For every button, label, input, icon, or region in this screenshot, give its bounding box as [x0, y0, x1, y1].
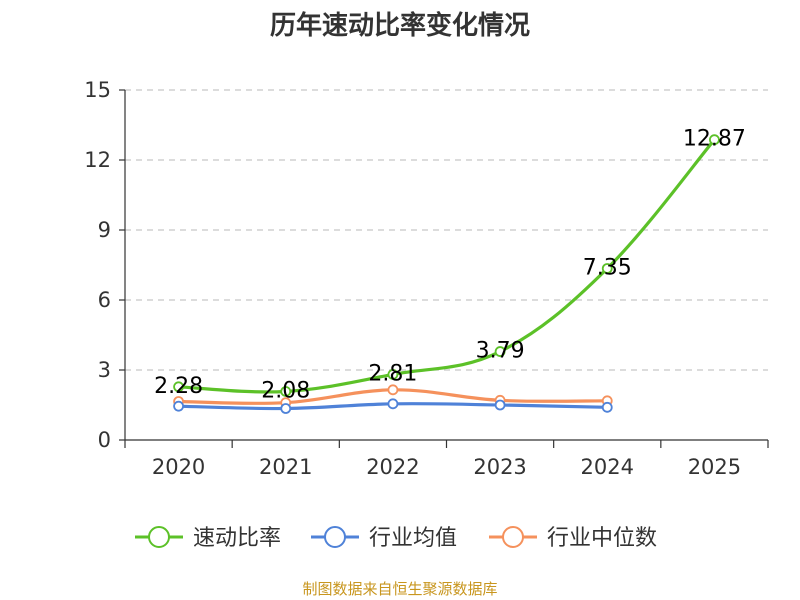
grid-lines	[125, 89, 768, 371]
data-point	[601, 401, 613, 413]
data-point	[173, 400, 184, 412]
x-tick-label: 2024	[581, 455, 634, 479]
data-label: 3.79	[476, 339, 525, 364]
y-tick-label: 12	[84, 148, 111, 172]
data-point	[387, 384, 399, 396]
y-tick-label: 9	[98, 218, 111, 242]
x-tick-label: 2020	[152, 455, 205, 479]
y-tick-label: 3	[98, 358, 111, 382]
data-label: 7.35	[583, 256, 632, 281]
data-label: 12.87	[683, 127, 746, 152]
y-tick-label: 15	[84, 78, 111, 102]
legend: 速动比率 行业均值 行业中位数	[135, 526, 657, 551]
data-point	[173, 381, 184, 393]
series-lines	[173, 134, 720, 414]
legend-item-0[interactable]: 速动比率	[135, 526, 281, 551]
data-point	[387, 398, 399, 410]
legend-label: 行业均值	[369, 526, 457, 551]
legend-label: 速动比率	[193, 526, 281, 551]
data-point	[494, 399, 506, 411]
data-point	[387, 369, 399, 380]
data-label: 2.28	[154, 374, 203, 399]
axes: 0 3 6 9 12 15 2020 2021 2022 2023 2024 2025	[84, 78, 769, 479]
data-point	[280, 386, 292, 397]
x-tick-label: 2025	[688, 455, 741, 479]
legend-swatch-marker	[502, 526, 524, 548]
legend-item-2[interactable]: 行业中位数	[489, 526, 657, 551]
legend-swatch-marker	[324, 526, 346, 548]
source-note: 制图数据来自恒生聚源数据库	[302, 580, 497, 598]
data-point	[601, 263, 613, 274]
legend-swatch-marker	[148, 526, 170, 548]
legend-label: 行业中位数	[547, 526, 657, 551]
data-point	[494, 346, 506, 357]
data-labels: 2.28 2.08 2.81 3.79 7.35 12.87	[154, 127, 746, 404]
y-tick-label: 6	[98, 288, 111, 312]
series-line-0	[178, 138, 716, 394]
chart-title: 历年速动比率变化情况	[270, 10, 530, 41]
data-label: 2.81	[368, 361, 417, 386]
data-point	[709, 134, 720, 146]
x-tick-label: 2023	[473, 455, 526, 479]
data-point	[280, 403, 292, 414]
legend-item-1[interactable]: 行业均值	[311, 526, 457, 551]
x-tick-label: 2022	[366, 455, 419, 479]
data-label: 2.08	[261, 378, 310, 403]
y-tick-label: 0	[98, 428, 111, 452]
x-tick-label: 2021	[259, 455, 312, 479]
